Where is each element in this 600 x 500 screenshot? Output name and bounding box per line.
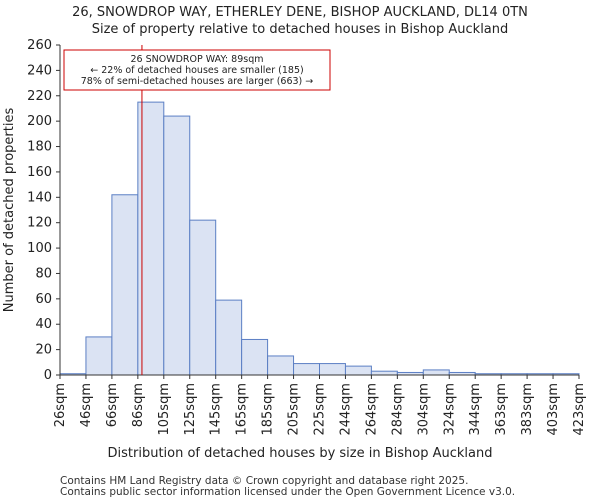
x-tick-label: 284sqm xyxy=(390,383,405,436)
x-tick-label: 304sqm xyxy=(416,383,431,436)
bar-264sqm xyxy=(370,370,398,376)
bar-105sqm xyxy=(163,115,191,376)
annotation-line-1: 26 SNOWDROP WAY: 89sqm xyxy=(131,54,264,65)
x-tick-label: 66sqm xyxy=(105,383,120,427)
x-tick-label: 86sqm xyxy=(131,383,146,427)
y-tick-label: 120 xyxy=(27,216,52,231)
x-tick-label: 403sqm xyxy=(546,383,561,436)
x-tick-label: 165sqm xyxy=(235,383,250,436)
y-tick-label: 200 xyxy=(27,114,52,129)
footer-line-1: Contains HM Land Registry data © Crown c… xyxy=(60,475,468,487)
y-tick-label: 140 xyxy=(27,190,52,205)
chart-title: 26, SNOWDROP WAY, ETHERLEY DENE, BISHOP … xyxy=(72,5,528,20)
y-tick-label: 160 xyxy=(27,165,52,180)
y-axis-label: Number of detached properties xyxy=(2,108,17,313)
x-tick-label: 185sqm xyxy=(261,383,276,436)
bar-66sqm xyxy=(111,194,139,376)
bar-304sqm xyxy=(422,369,450,376)
x-tick-label: 26sqm xyxy=(53,383,68,427)
y-tick-label: 220 xyxy=(27,89,52,104)
x-tick-label: 363sqm xyxy=(494,383,509,436)
annotation-line-3: 78% of semi-detached houses are larger (… xyxy=(81,76,314,87)
x-tick-label: 264sqm xyxy=(364,383,379,436)
bar-165sqm xyxy=(241,338,269,376)
bar-145sqm xyxy=(215,299,243,376)
y-tick-label: 20 xyxy=(35,343,52,358)
annotation-line-2: ← 22% of detached houses are smaller (18… xyxy=(90,65,303,76)
chart-subtitle: Size of property relative to detached ho… xyxy=(92,22,509,37)
annotation-box: 26 SNOWDROP WAY: 89sqm ← 22% of detached… xyxy=(63,49,331,91)
y-tick-label: 80 xyxy=(35,266,52,281)
bar-205sqm xyxy=(293,363,320,376)
x-tick-label: 324sqm xyxy=(442,383,457,436)
annotation-frame xyxy=(63,49,331,91)
bar-244sqm xyxy=(344,365,372,376)
bar-46sqm xyxy=(85,336,113,376)
footer-line-2: Contains public sector information licen… xyxy=(60,486,515,498)
y-tick-label: 180 xyxy=(27,140,52,155)
y-tick-label: 260 xyxy=(27,38,52,53)
y-tick-label: 0 xyxy=(44,368,52,383)
x-tick-label: 344sqm xyxy=(468,383,483,436)
bar-225sqm xyxy=(319,363,346,376)
bar-125sqm xyxy=(189,219,217,376)
x-tick-label: 145sqm xyxy=(209,383,224,436)
y-tick-label: 100 xyxy=(27,241,52,256)
x-tick-label: 225sqm xyxy=(313,383,328,436)
x-tick-label: 46sqm xyxy=(79,383,94,427)
y-tick-label: 60 xyxy=(35,292,52,307)
axes: 0 20 40 60 80 100 120 140 160 180 200 220 240 260 26sq… xyxy=(27,38,587,436)
x-tick-label: 125sqm xyxy=(183,383,198,436)
x-tick-label: 244sqm xyxy=(338,383,353,436)
x-tick-label: 105sqm xyxy=(157,383,172,436)
x-axis-label: Distribution of detached houses by size … xyxy=(108,446,493,461)
x-tick-label: 383sqm xyxy=(520,383,535,436)
x-tick-label: 205sqm xyxy=(287,383,302,436)
y-tick-label: 240 xyxy=(27,63,52,78)
y-tick-label: 40 xyxy=(35,317,52,332)
bar-185sqm xyxy=(267,355,295,376)
x-tick-label: 423sqm xyxy=(572,383,587,436)
